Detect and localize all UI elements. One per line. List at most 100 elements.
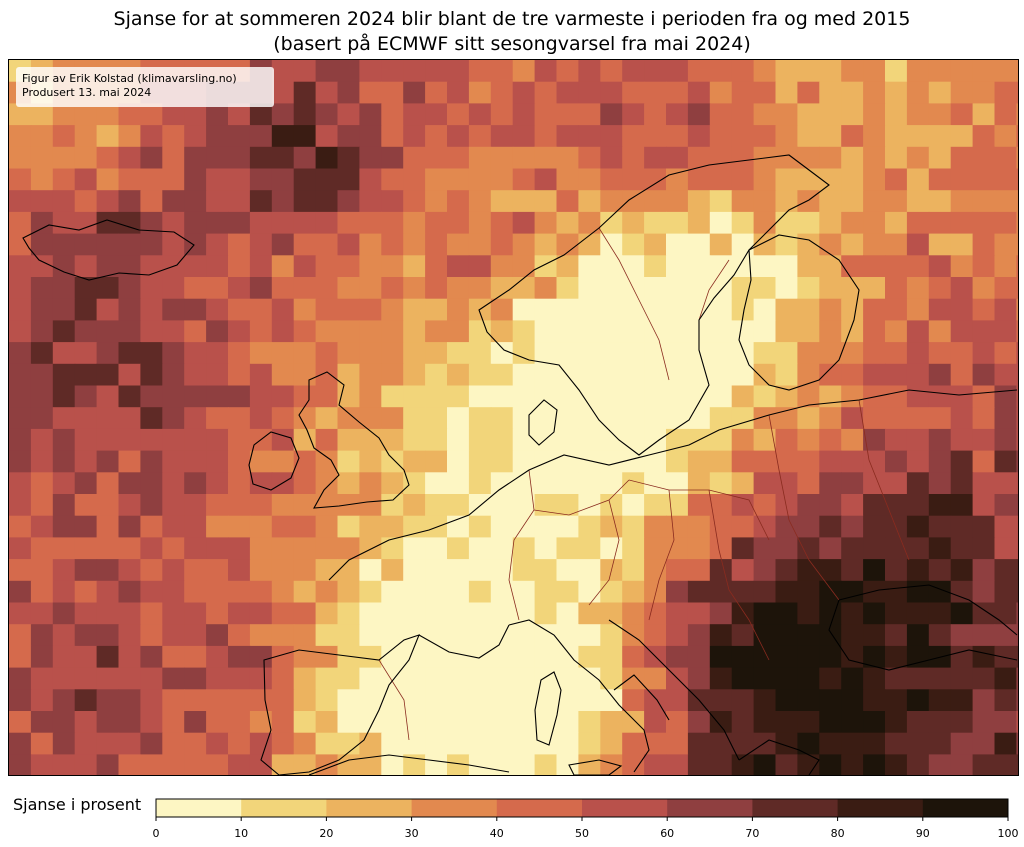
heatmap-cell	[906, 320, 930, 343]
heatmap-cell	[644, 363, 667, 387]
heatmap-cell	[753, 211, 777, 235]
heatmap-cell	[885, 363, 908, 387]
heatmap-cell	[994, 255, 1017, 278]
heatmap-cell	[315, 450, 339, 473]
heatmap-cell	[315, 537, 339, 560]
heatmap-cell	[249, 754, 273, 775]
heatmap-cell	[885, 711, 908, 734]
heatmap-cell	[271, 732, 295, 755]
heatmap-cell	[709, 494, 733, 517]
heatmap-cell	[337, 580, 360, 604]
heatmap-cell	[578, 580, 601, 604]
heatmap-cell	[666, 407, 689, 430]
heatmap-cell	[184, 168, 207, 191]
heatmap-cell	[447, 363, 470, 387]
heatmap-cell	[9, 689, 32, 712]
heatmap-cell	[797, 559, 820, 582]
heatmap-cell	[359, 754, 382, 775]
heatmap-cell	[622, 255, 645, 278]
heatmap-cell	[578, 645, 601, 669]
heatmap-cell	[490, 298, 514, 321]
heatmap-cell	[490, 342, 514, 365]
heatmap-cell	[928, 146, 952, 170]
heatmap-cell	[206, 255, 229, 278]
heatmap-cell	[52, 732, 76, 755]
heatmap-cell	[622, 363, 645, 387]
heatmap-cell	[381, 494, 404, 517]
heatmap-cell	[753, 168, 777, 191]
heatmap-cell	[381, 515, 404, 538]
heatmap-cell	[52, 602, 76, 625]
heatmap-cell	[403, 125, 426, 148]
heatmap-cell	[709, 81, 733, 104]
heatmap-cell	[687, 450, 711, 473]
heatmap-cell	[96, 667, 120, 690]
heatmap-cell	[819, 81, 842, 104]
heatmap-cell	[447, 754, 470, 775]
heatmap-cell	[228, 624, 251, 647]
heatmap-cell	[753, 125, 777, 148]
heatmap-cell	[118, 645, 141, 669]
heatmap-cell	[162, 146, 185, 170]
heatmap-cell	[30, 559, 54, 582]
heatmap-cell	[797, 472, 820, 495]
heatmap-cell	[293, 60, 317, 83]
heatmap-cell	[425, 320, 448, 343]
heatmap-cell	[885, 298, 908, 321]
heatmap-cell	[972, 146, 996, 170]
heatmap-cell	[819, 689, 842, 712]
heatmap-cell	[52, 689, 76, 712]
colorbar-tick-label: 100	[998, 827, 1019, 840]
heatmap-cell	[666, 472, 689, 495]
heatmap-cell	[359, 103, 382, 126]
heatmap-cell	[556, 298, 579, 321]
heatmap-cell	[906, 298, 930, 321]
heatmap-cell	[972, 645, 996, 669]
heatmap-cell	[184, 103, 207, 126]
heatmap-cell	[96, 363, 120, 387]
heatmap-cell	[337, 81, 360, 104]
heatmap-cell	[994, 732, 1017, 755]
heatmap-cell	[293, 667, 317, 690]
heatmap-cell	[731, 298, 755, 321]
heatmap-cell	[687, 537, 711, 560]
heatmap-cell	[709, 146, 733, 170]
heatmap-cell	[381, 342, 404, 365]
heatmap-cell	[184, 580, 207, 604]
heatmap-cell	[556, 537, 579, 560]
heatmap-cell	[709, 277, 733, 300]
heatmap-cell	[644, 689, 667, 712]
heatmap-cell	[381, 624, 404, 647]
heatmap-cell	[228, 515, 251, 538]
heatmap-cell	[885, 580, 908, 604]
heatmap-cell	[819, 233, 842, 256]
heatmap-cell	[403, 320, 426, 343]
heatmap-cell	[184, 515, 207, 538]
heatmap-cell	[666, 711, 689, 734]
heatmap-cell	[293, 255, 317, 278]
heatmap-cell	[841, 580, 864, 604]
heatmap-cell	[1016, 407, 1018, 430]
heatmap-cell	[9, 645, 32, 669]
heatmap-cell	[447, 211, 470, 235]
heatmap-cell	[162, 711, 185, 734]
heatmap-cell	[797, 103, 820, 126]
heatmap-cell	[249, 602, 273, 625]
heatmap-cell	[249, 190, 273, 213]
heatmap-cell	[1016, 602, 1018, 625]
heatmap-cell	[972, 450, 996, 473]
heatmap-cell	[512, 277, 536, 300]
heatmap-cell	[578, 298, 601, 321]
heatmap-cell	[556, 125, 579, 148]
heatmap-cell	[52, 190, 76, 213]
heatmap-cell	[337, 472, 360, 495]
heatmap-cell	[600, 60, 623, 83]
heatmap-cell	[622, 537, 645, 560]
heatmap-cell	[906, 602, 930, 625]
heatmap-cell	[928, 211, 952, 235]
heatmap-cell	[556, 190, 579, 213]
heatmap-cell	[512, 60, 536, 83]
heatmap-cell	[841, 732, 864, 755]
heatmap-cell	[775, 255, 798, 278]
heatmap-cell	[381, 320, 404, 343]
